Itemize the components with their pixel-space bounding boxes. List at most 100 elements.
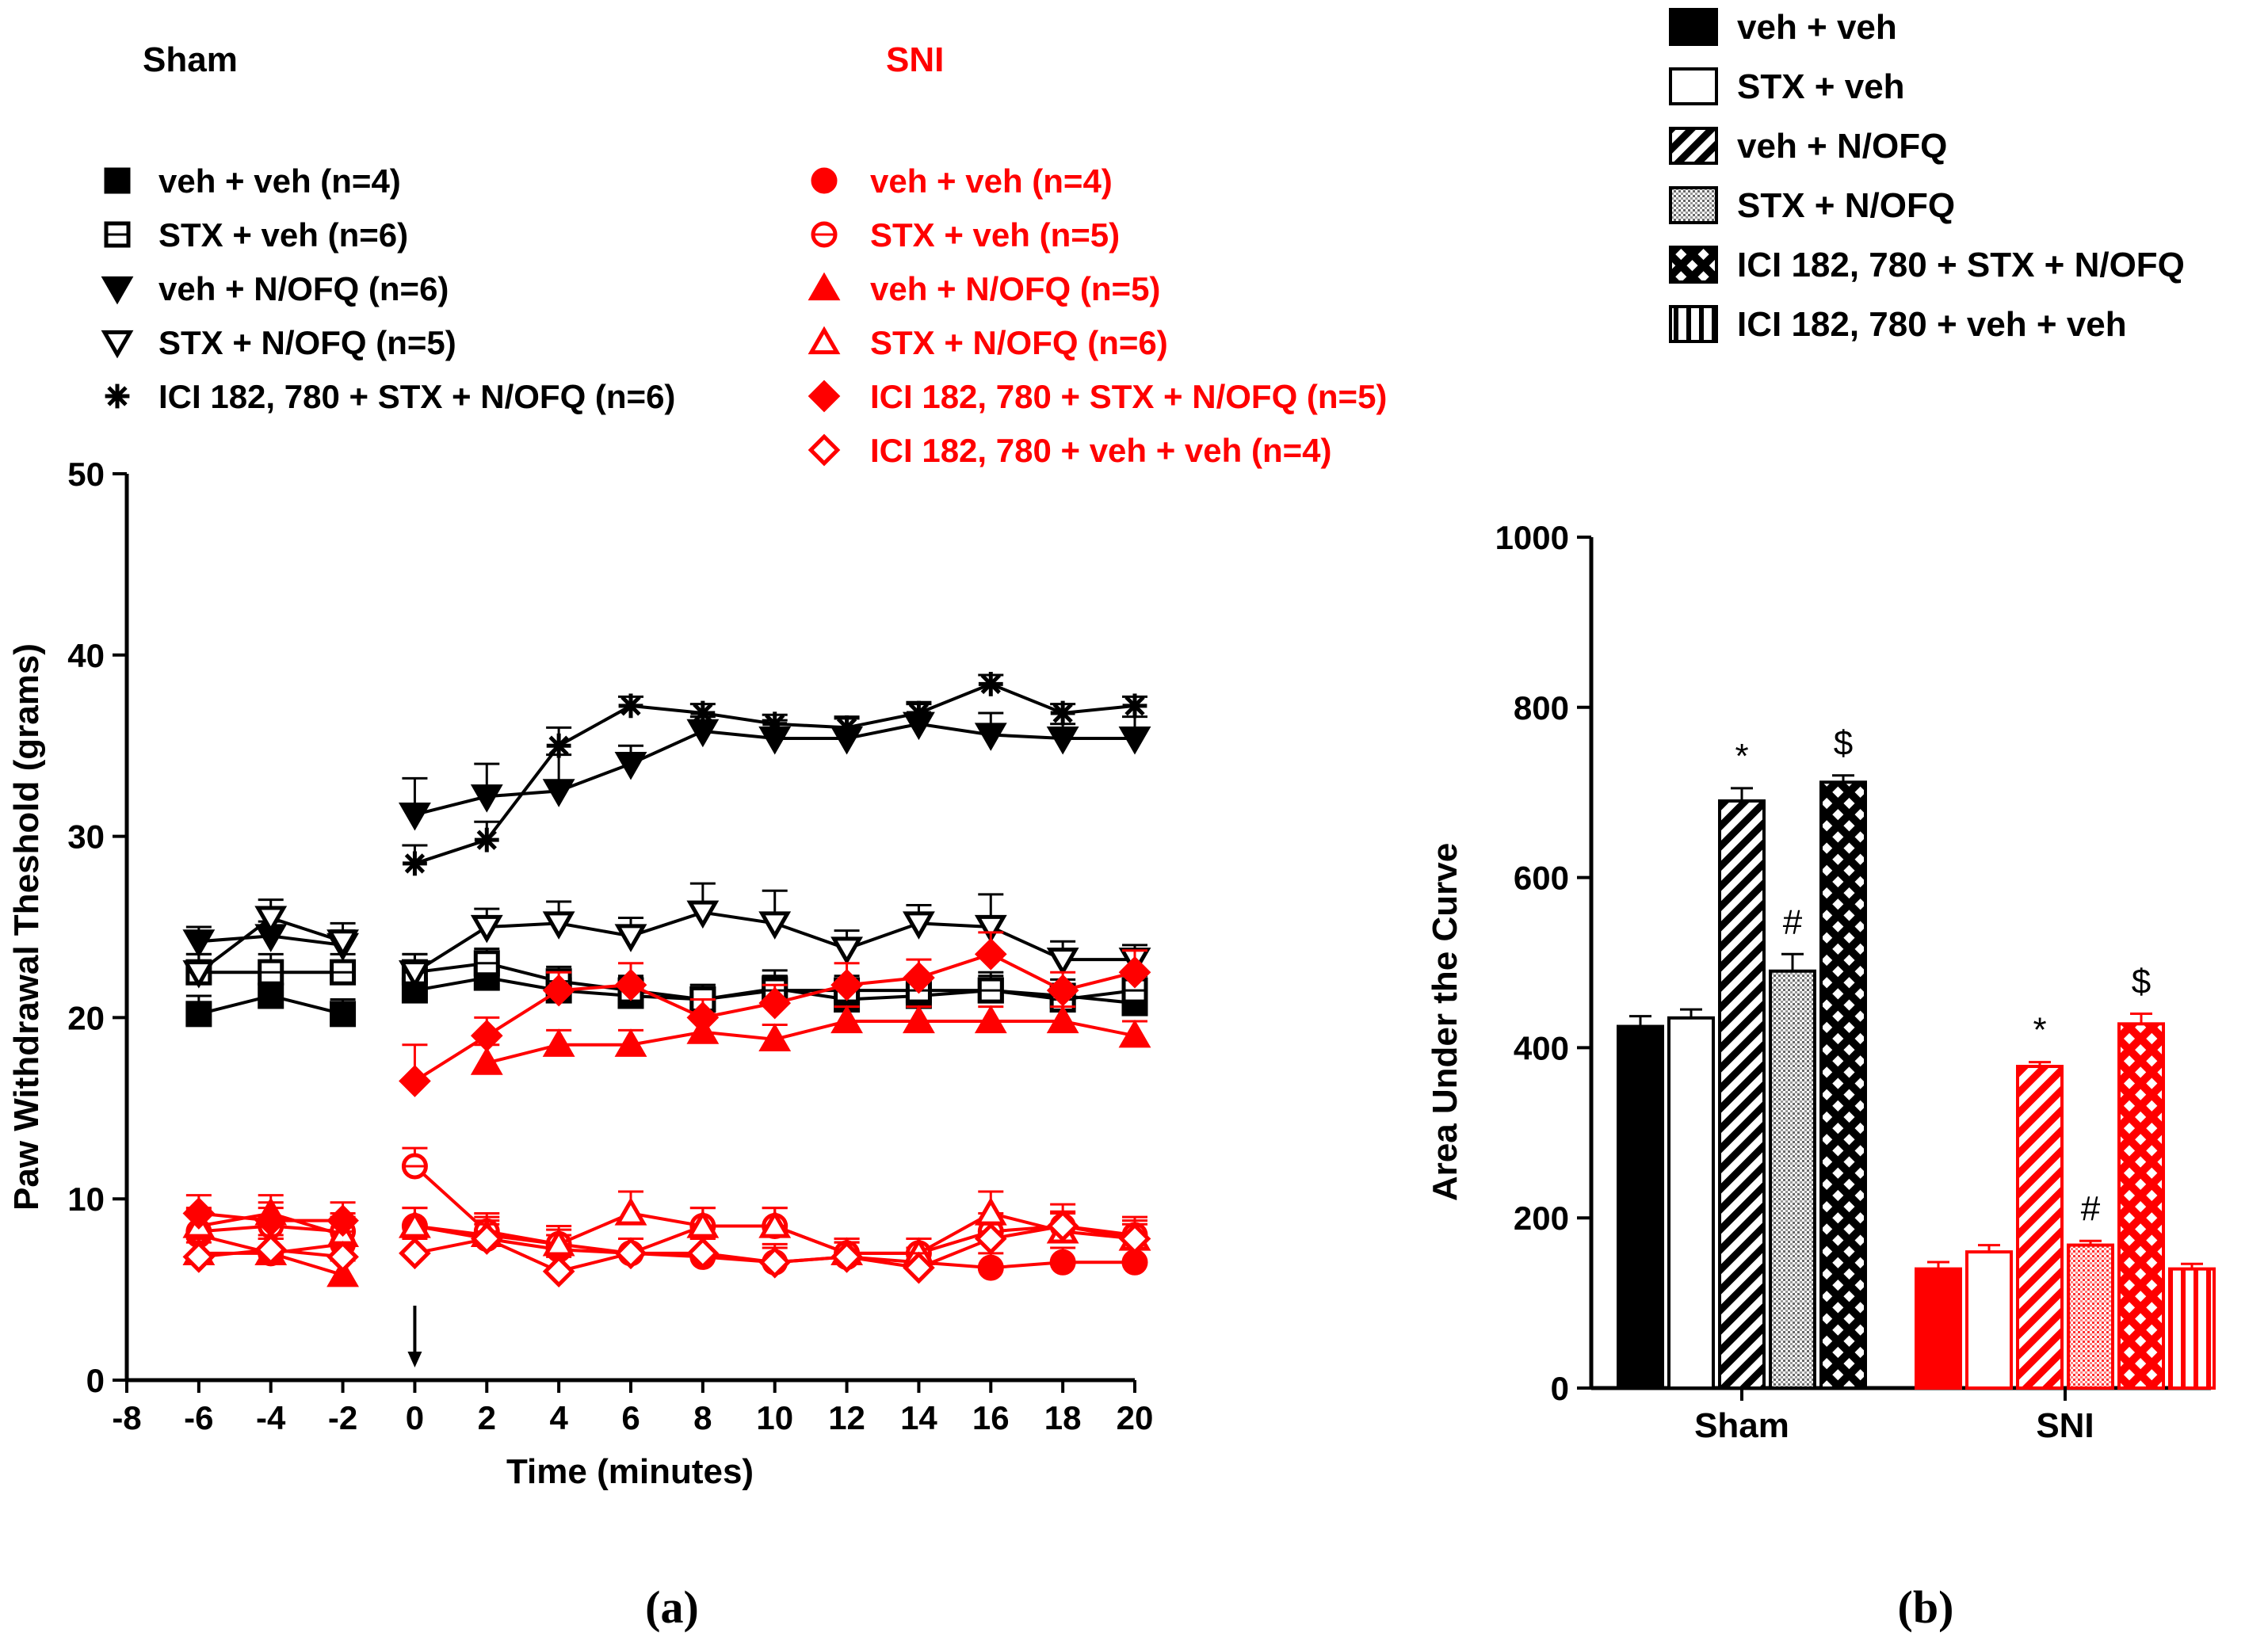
data-point [614,968,647,1001]
data-point [974,1222,1007,1255]
data-point-shape [254,906,288,934]
data-point-arm [620,696,641,716]
line-chart-y-axis-label: Paw Withdrawal Theshold (grams) [7,643,46,1211]
data-point [614,924,647,952]
data-point-shape [326,929,359,958]
data-point [1122,693,1147,719]
line-chart-x-tick-label: 2 [478,1399,496,1436]
data-point-shape [1046,974,1079,1007]
data-point [758,911,792,940]
legend-swatch-0 [1669,8,1718,46]
bar [1819,780,1867,1390]
data-point-shape [974,1222,1007,1255]
data-point-shape [470,914,503,944]
bar [1718,799,1766,1390]
data-point-shape [470,1047,503,1075]
data-point [974,1005,1007,1034]
panel-label-b: (b) [1898,1581,1954,1633]
data-point-shape [758,1245,792,1279]
data-point-shape [830,936,863,965]
line-chart-x-tick-label: 4 [549,1399,568,1436]
data-point [399,960,431,989]
legend-label-sni-1: STX + veh (n=5) [870,216,1120,254]
data-point-shape [686,900,720,929]
data-point-arm [836,717,857,738]
data-point-shape [903,1251,935,1284]
data-point [542,1028,575,1057]
data-point-shape [614,968,647,1001]
legend-label-4: ICI 182, 780 + STX + N/OFQ [1737,246,2185,284]
data-point-arm [1052,703,1073,723]
data-point [758,1245,792,1279]
legend-marker-sni-4-shape [808,379,841,413]
data-point [1046,726,1079,755]
data-point-shape [758,1023,792,1051]
sham-group-title: Sham [143,40,238,79]
data-point [978,672,1003,696]
bar-chart-category-label: SNI [2036,1406,2094,1445]
data-point [399,1065,431,1097]
line-chart-x-tick-label: 14 [900,1399,937,1436]
sni-group-title: SNI [886,40,944,79]
line-chart-x-tick-label: -8 [112,1399,141,1436]
line-chart-x-tick-label: 16 [972,1399,1010,1436]
data-point-arm [693,703,713,723]
bar [1769,969,1816,1390]
legend-swatch-2 [1669,127,1718,165]
data-point-shape [903,1005,935,1034]
data-point [182,960,216,989]
data-point [326,1258,359,1287]
data-point [542,974,575,1007]
significance-marker: $ [1834,724,1853,763]
data-point-arm [765,714,785,734]
bar-chart-y-tick-label: 400 [1514,1029,1569,1066]
data-point-shape [686,1237,720,1270]
data-point [258,982,284,1009]
data-point [470,914,503,944]
legend-marker-sham-1 [104,221,131,248]
series-sni-10 [182,1210,1151,1288]
legend-marker-sham-2 [101,276,134,305]
data-point [258,959,284,986]
data-point [830,936,863,965]
injection-arrow-head [407,1352,422,1367]
legend-marker-sham-4 [105,383,130,409]
data-point [254,906,288,934]
legend-label-sham-4: ICI 182, 780 + STX + N/OFQ (n=6) [158,378,675,415]
data-point [185,1001,212,1028]
legend-marker-sni-4 [808,379,841,413]
data-point [690,700,716,726]
data-point [401,1153,428,1180]
legend-marker-sni-0-shape [811,167,838,194]
line-chart-legend: veh + veh (n=4) STX + veh (n=6) veh + N/OF… [101,162,1387,469]
data-point [1049,1249,1076,1276]
line-chart-x-tick-label: 6 [621,1399,640,1436]
data-point [182,1241,216,1273]
data-point-arm [1124,696,1145,716]
data-point-shape [182,929,216,958]
data-point-arm [476,830,497,850]
data-point [830,968,863,1001]
data-point [182,1197,216,1230]
data-point-shape [1118,955,1151,989]
bar [2067,1243,2114,1390]
data-point [614,1237,647,1270]
data-point-shape [1046,726,1079,755]
data-point [1046,1005,1079,1034]
data-point [1118,955,1151,989]
data-point [542,911,575,940]
data-point-shape [614,1028,647,1057]
data-point [903,1005,935,1034]
data-point-shape [758,1210,792,1238]
data-point-shape [542,779,575,807]
significance-marker: $ [2132,962,2151,1001]
bar [1965,1250,2013,1390]
data-point [1046,948,1079,976]
data-point [1118,1019,1151,1048]
data-point-shape [470,784,503,813]
data-point-shape [686,1001,720,1034]
data-point-arm [548,735,569,756]
legend-label-3: STX + N/OFQ [1737,186,1955,225]
data-point [977,1254,1004,1281]
data-point-shape [614,1197,647,1226]
